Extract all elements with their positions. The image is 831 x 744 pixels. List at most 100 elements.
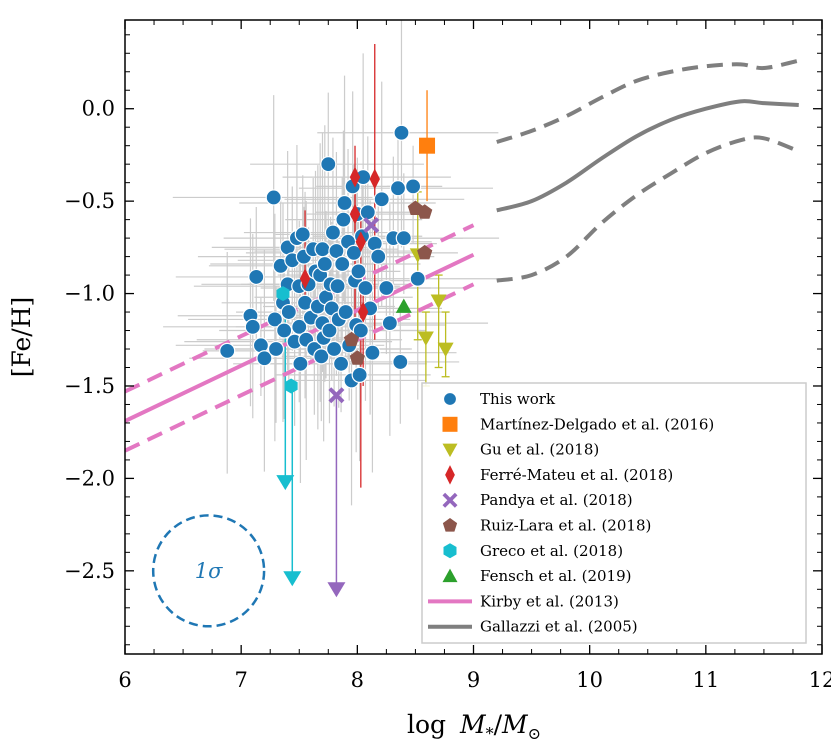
points-layer xyxy=(219,124,454,598)
this-work-point xyxy=(256,350,273,367)
greco-point xyxy=(276,286,290,302)
x-tick-label: 7 xyxy=(234,668,247,692)
y-axis-label: [Fe/H] xyxy=(7,297,36,378)
ferre-point xyxy=(355,231,367,253)
ruiz-point xyxy=(343,331,360,347)
this-work-point xyxy=(316,255,333,273)
pandya-point xyxy=(328,387,345,404)
legend-box xyxy=(421,382,807,644)
this-work-point xyxy=(373,191,390,208)
legend-pandya-label: Pandya et al. (2018) xyxy=(480,491,633,509)
this-work-point xyxy=(334,255,351,273)
x-axis-label-m: M xyxy=(459,710,487,739)
x-axis-label-star: * xyxy=(486,724,494,743)
legend-gallazzi-label: Gallazzi et al. (2005) xyxy=(480,618,638,636)
y-tick-label: −2.0 xyxy=(64,466,115,490)
this-work-point xyxy=(392,353,409,371)
this-work-point xyxy=(314,241,331,258)
this-work-point xyxy=(345,244,362,261)
legend-gu-label: Gu et al. (2018) xyxy=(480,441,599,459)
this-work-point xyxy=(248,268,265,286)
this-work-point xyxy=(359,204,376,221)
gu-point xyxy=(437,342,454,358)
x-axis-label-sun: ⊙ xyxy=(528,724,541,743)
x-axis-label-slash: / xyxy=(494,710,503,739)
this-work-point xyxy=(294,226,311,243)
ferre-point xyxy=(369,168,380,190)
this-work-point xyxy=(350,263,367,280)
upper-limit-arrowhead xyxy=(327,582,346,598)
legend-martinez-swatch xyxy=(442,416,458,432)
gallazzi-upper-curve xyxy=(496,58,800,144)
this-work-point xyxy=(219,342,236,359)
this-work-point xyxy=(393,124,410,141)
legend-ruiz-swatch xyxy=(442,518,458,532)
legend-this-work-swatch xyxy=(442,391,458,407)
legend-this-work-label: This work xyxy=(480,390,556,408)
this-work-point xyxy=(320,156,337,173)
x-axis-label-log: log xyxy=(407,710,446,739)
ruiz-point xyxy=(349,350,365,365)
this-work-point xyxy=(266,311,283,328)
upper-limit-arrowhead xyxy=(276,475,295,491)
this-work-point xyxy=(326,340,343,358)
x-axis-label-m2: M xyxy=(501,710,529,739)
this-work-point xyxy=(409,270,426,287)
this-work-point xyxy=(404,178,422,195)
this-work-point xyxy=(324,224,342,241)
ferre-point xyxy=(299,268,311,290)
legend-greco-label: Greco et al. (2018) xyxy=(480,542,623,560)
y-tick-label: −0.5 xyxy=(64,189,115,213)
ferre-point xyxy=(349,203,361,225)
y-tick-label: −2.5 xyxy=(64,559,115,583)
this-work-point xyxy=(329,278,346,295)
this-work-point xyxy=(336,194,353,212)
this-work-point xyxy=(313,348,330,365)
this-work-point xyxy=(280,303,297,321)
this-work-point xyxy=(395,230,412,247)
fensch-point xyxy=(395,298,412,313)
ruiz-point xyxy=(417,244,433,260)
this-work-point xyxy=(321,322,338,339)
this-work-point xyxy=(370,248,387,265)
x-tick-label: 11 xyxy=(692,668,719,692)
y-tick-label: 0.0 xyxy=(82,97,115,121)
this-work-point xyxy=(381,315,398,332)
gu-point xyxy=(430,294,447,309)
this-work-point xyxy=(276,322,293,339)
x-tick-label: 10 xyxy=(576,668,603,692)
x-tick-label: 12 xyxy=(809,668,831,692)
x-tick-label: 9 xyxy=(467,668,480,692)
this-work-point xyxy=(352,322,369,339)
kirby-lower-line xyxy=(125,282,475,453)
legend-kirby-label: Kirby et al. (2013) xyxy=(480,592,619,610)
gallazzi-median-curve xyxy=(496,99,799,213)
this-work-point xyxy=(389,180,407,197)
this-work-point xyxy=(351,366,368,383)
ferre-point xyxy=(357,301,369,323)
this-work-point xyxy=(265,189,282,206)
y-tick-label: −1.0 xyxy=(64,282,115,306)
pandya-point xyxy=(363,217,380,234)
legend-ferre-swatch xyxy=(445,465,455,485)
legend-greco-swatch xyxy=(443,543,457,559)
this-work-point xyxy=(378,279,395,297)
this-work-point xyxy=(335,211,352,228)
legend-gu-swatch xyxy=(442,443,458,458)
legend-fensch-label: Fensch et al. (2019) xyxy=(480,567,631,585)
legend-martinez-label: Martínez-Delgado et al. (2016) xyxy=(480,415,714,433)
this-work-point xyxy=(244,318,261,335)
ruiz-point xyxy=(417,204,433,219)
legend-ferre-label: Ferré-Mateu et al. (2018) xyxy=(480,466,673,484)
x-axis-label: log M*/M⊙ xyxy=(407,710,541,743)
this-work-point xyxy=(292,355,309,372)
upper-limit-arrowhead xyxy=(283,571,302,587)
sigma-circle: 1σ xyxy=(151,514,266,628)
x-tick-label: 6 xyxy=(118,668,131,692)
this-work-point xyxy=(332,355,350,372)
martinez-point xyxy=(419,137,436,154)
sigma-circle-outline xyxy=(151,514,266,628)
this-work-point xyxy=(364,344,381,361)
gu-point xyxy=(417,331,434,346)
